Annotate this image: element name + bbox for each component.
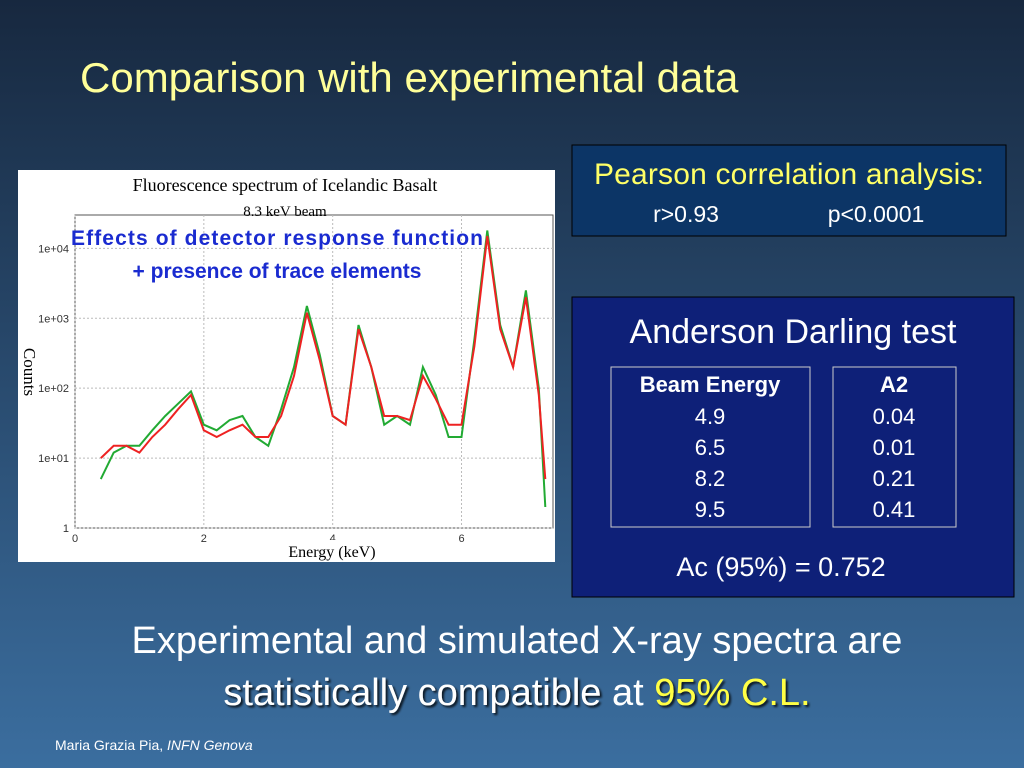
level: 95% C.L.: [654, 672, 810, 714]
figure-subtitle: 8.3 keV beam: [243, 204, 327, 220]
footer: Maria Grazia Pia, INFN Genova: [55, 737, 253, 753]
table-column-box: [610, 366, 811, 528]
x-tick-label: 6: [458, 533, 464, 545]
anderson-panel: [571, 296, 1015, 598]
y-tick-label: 1e+03: [38, 313, 69, 325]
emphasis: statistically compatible: [223, 672, 601, 714]
table-cell: 0.41: [873, 497, 916, 522]
table-cell: 8.2: [695, 466, 726, 491]
x-axis-label: Energy (keV): [288, 544, 375, 561]
table-cell: 6.5: [695, 435, 726, 460]
table-column-box: [832, 366, 957, 528]
y-tick-label: 1e+01: [38, 453, 69, 465]
affiliation: INFN Genova: [167, 737, 253, 753]
table-cell: 4.9: [695, 404, 726, 429]
table-cell: 0.04: [873, 404, 916, 429]
figure-title: Fluorescence spectrum of Icelandic Basal…: [133, 175, 438, 195]
y-axis-label: Counts: [20, 348, 39, 396]
table-cell: 9.5: [695, 497, 726, 522]
table-cell: 0.01: [873, 435, 916, 460]
y-tick-label: 1e+02: [38, 383, 69, 395]
y-tick-label: 1: [63, 523, 69, 535]
anderson-heading: Anderson Darling test: [630, 313, 958, 351]
spectrum-line: [100, 235, 547, 480]
conclusion-line: statistically compatible at 95% C.L.: [223, 672, 810, 714]
slide-title: Comparison with experimental data: [80, 54, 739, 101]
table-cell: 0.21: [873, 466, 916, 491]
x-tick-label: 4: [330, 533, 336, 545]
pearson-r: r>0.93: [653, 201, 719, 227]
label-bg: [225, 540, 440, 562]
annotation: Effects of detector response function: [71, 227, 483, 250]
pearson-p: p<0.0001: [828, 201, 925, 227]
table-header: A2: [880, 372, 908, 397]
critical-value: Ac (95%) = 0.752: [676, 552, 885, 582]
author: Maria Grazia Pia,: [55, 737, 163, 753]
table-header: Beam Energy: [640, 372, 781, 397]
x-tick-label: 0: [72, 533, 78, 545]
text: at: [612, 672, 644, 714]
conclusion-line: Experimental and simulated X-ray spectra…: [132, 620, 903, 662]
annotation: + presence of trace elements: [133, 260, 422, 283]
x-tick-label: 2: [201, 533, 207, 545]
pearson-heading: Pearson correlation analysis:: [594, 158, 984, 191]
y-tick-label: 1e+04: [38, 243, 69, 255]
figure: [18, 170, 555, 562]
pearson-panel: [571, 144, 1007, 237]
